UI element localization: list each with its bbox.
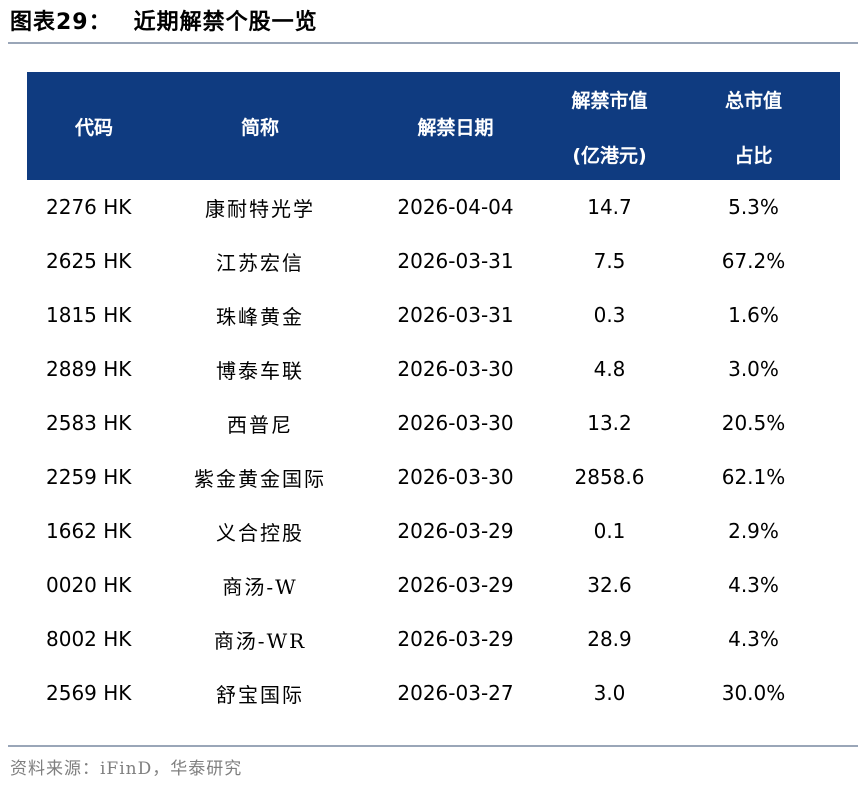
figure-title-text: 近期解禁个股一览: [133, 10, 318, 35]
cell-date: 2026-03-31: [397, 303, 514, 327]
cell-ratio: 67.2%: [721, 249, 786, 273]
cell-ratio: 62.1%: [721, 465, 786, 489]
cell-value: 13.2: [587, 411, 632, 435]
cell-name: 珠峰黄金: [216, 304, 304, 329]
table-row: 2569 HK 舒宝国际 2026-03-27 3.0 30.0%: [27, 666, 840, 720]
cell-name: 商汤-WR: [213, 628, 307, 653]
cell-date: 2026-03-30: [397, 465, 514, 489]
table-body: 2276 HK 康耐特光学 2026-04-04 14.7 5.3% 2625 HK 江苏宏…: [27, 180, 840, 720]
cell-value: 2858.6: [574, 465, 645, 489]
table-row: 2625 HK 江苏宏信 2026-03-31 7.5 67.2%: [27, 234, 840, 288]
cell-code: 2889 HK: [46, 357, 132, 381]
cell-value: 14.7: [587, 195, 632, 219]
table-row: 2583 HK 西普尼 2026-03-30 13.2 20.5%: [27, 396, 840, 450]
top-divider: [8, 42, 858, 44]
cell-ratio: 3.0%: [728, 357, 779, 381]
cell-name: 博泰车联: [216, 358, 304, 383]
cell-name: 康耐特光学: [205, 196, 315, 221]
cell-value: 3.0: [593, 681, 626, 705]
table-row: 2889 HK 博泰车联 2026-03-30 4.8 3.0%: [27, 342, 840, 396]
table-row: 0020 HK 商汤-W 2026-03-29 32.6 4.3%: [27, 558, 840, 612]
cell-date: 2026-03-29: [397, 519, 514, 543]
table-row: 1815 HK 珠峰黄金 2026-03-31 0.3 1.6%: [27, 288, 840, 342]
cell-ratio: 1.6%: [728, 303, 779, 327]
cell-value: 32.6: [587, 573, 632, 597]
cell-name: 紫金黄金国际: [194, 466, 326, 491]
cell-code: 8002 HK: [46, 627, 132, 651]
cell-code: 2625 HK: [46, 249, 132, 273]
cell-date: 2026-03-29: [397, 573, 514, 597]
cell-code: 1815 HK: [46, 303, 132, 327]
table-header: 代码 简称 解禁日期 解禁市值 (亿港元) 总市值 占比: [27, 72, 840, 180]
cell-code: 2276 HK: [46, 195, 132, 219]
cell-ratio: 4.3%: [728, 627, 779, 651]
cell-value: 7.5: [593, 249, 626, 273]
cell-date: 2026-03-30: [397, 357, 514, 381]
cell-value: 28.9: [587, 627, 632, 651]
cell-code: 2583 HK: [46, 411, 132, 435]
cell-value: 0.3: [593, 303, 626, 327]
header-value: 解禁市值 (亿港元): [552, 72, 667, 180]
source-note: 资料来源：iFinD，华泰研究: [10, 759, 243, 779]
cell-name: 义合控股: [216, 520, 304, 545]
cell-ratio: 2.9%: [728, 519, 779, 543]
cell-date: 2026-03-29: [397, 627, 514, 651]
header-ratio-line1: 总市值: [724, 90, 782, 112]
cell-value: 0.1: [593, 519, 626, 543]
cell-date: 2026-03-31: [397, 249, 514, 273]
cell-code: 1662 HK: [46, 519, 132, 543]
table-row: 2259 HK 紫金黄金国际 2026-03-30 2858.6 62.1%: [27, 450, 840, 504]
cell-name: 舒宝国际: [216, 682, 304, 707]
cell-name: 西普尼: [227, 412, 293, 437]
header-code: 代码: [74, 116, 113, 139]
header-value-line2: (亿港元): [572, 145, 647, 167]
cell-name: 江苏宏信: [216, 250, 304, 275]
cell-ratio: 30.0%: [721, 681, 786, 705]
cell-value: 4.8: [593, 357, 626, 381]
header-ratio-line2: 占比: [734, 145, 773, 167]
cell-date: 2026-03-30: [397, 411, 514, 435]
header-value-line1: 解禁市值: [571, 90, 648, 112]
cell-code: 2259 HK: [46, 465, 132, 489]
cell-date: 2026-03-27: [397, 681, 514, 705]
cell-code: 2569 HK: [46, 681, 132, 705]
header-ratio: 总市值 占比: [667, 72, 840, 180]
table-row: 8002 HK 商汤-WR 2026-03-29 28.9 4.3%: [27, 612, 840, 666]
table-row: 2276 HK 康耐特光学 2026-04-04 14.7 5.3%: [27, 180, 840, 234]
figure-title: 图表29： 近期解禁个股一览: [10, 6, 318, 40]
bottom-divider: [8, 745, 858, 747]
cell-date: 2026-04-04: [397, 195, 514, 219]
cell-ratio: 20.5%: [721, 411, 786, 435]
table-row: 1662 HK 义合控股 2026-03-29 0.1 2.9%: [27, 504, 840, 558]
cell-code: 0020 HK: [46, 573, 132, 597]
lockup-table: 代码 简称 解禁日期 解禁市值 (亿港元) 总市值 占比 2276 HK 康耐特光…: [27, 72, 840, 720]
cell-ratio: 5.3%: [728, 195, 779, 219]
figure-label: 图表29：: [10, 10, 112, 35]
cell-name: 商汤-W: [222, 574, 298, 599]
header-date: 解禁日期: [417, 116, 494, 139]
header-name: 简称: [240, 116, 279, 139]
cell-ratio: 4.3%: [728, 573, 779, 597]
